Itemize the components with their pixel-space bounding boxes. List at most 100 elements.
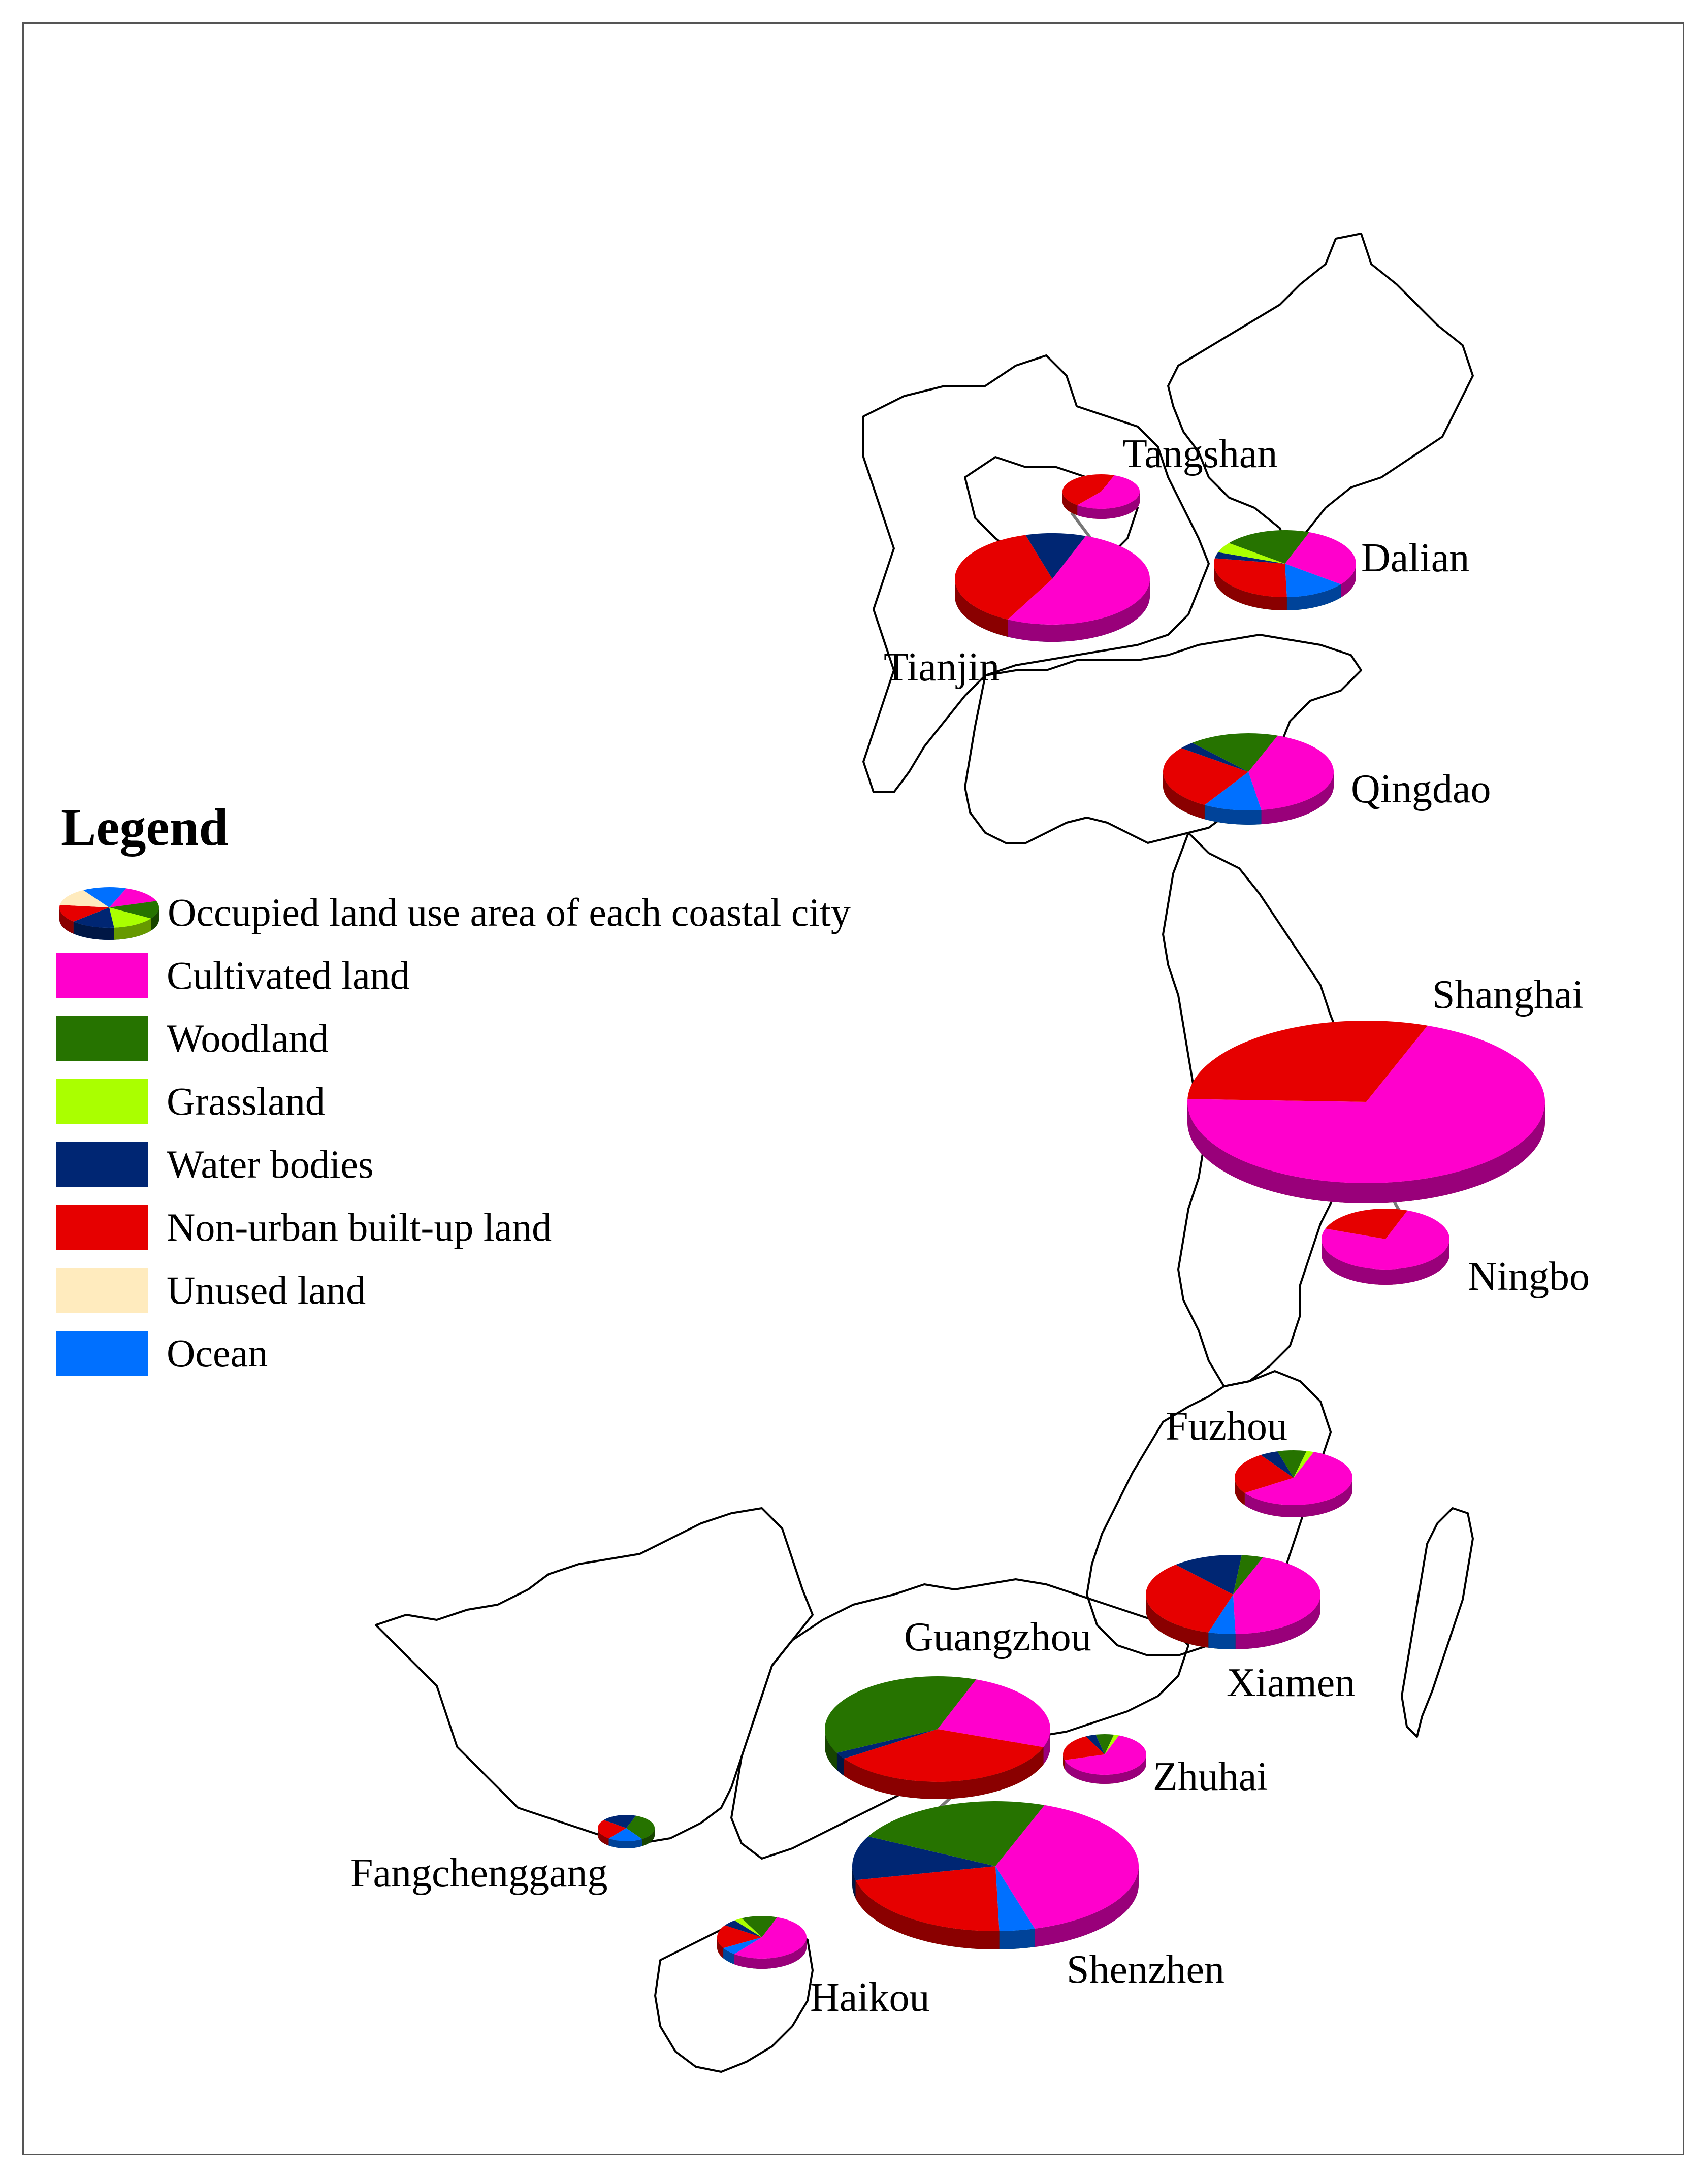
zhuhai-slice-grassland <box>1105 1735 1119 1754</box>
fangchenggang-slice-woodland <box>626 1815 655 1839</box>
dalian-side-2 <box>1214 564 1287 610</box>
legend-pie-slice-non-urban-built-up-land <box>59 904 109 922</box>
legend-pie-slice-ocean <box>83 887 126 907</box>
legend-pie-side-3 <box>73 921 114 940</box>
xiamen-side-2 <box>1146 1595 1209 1648</box>
guangzhou-side-0 <box>1043 1729 1050 1765</box>
shenzhen-slice-ocean <box>995 1866 1035 1931</box>
shenzhen-side-3 <box>852 1866 856 1899</box>
legend-pie-side-4 <box>59 907 74 934</box>
legend-pie-side-2 <box>114 918 151 940</box>
guangzhou-side-3 <box>825 1729 837 1770</box>
legend-swatch-unused-land <box>56 1268 148 1313</box>
qingdao-slice-water-bodies <box>1181 742 1248 772</box>
pie-shanghai <box>1187 1021 1545 1203</box>
city-label-tangshan: Tangshan <box>1122 432 1277 476</box>
outline-fujian <box>1086 1370 1332 1656</box>
zhuhai-slice-cultivated-land <box>1065 1735 1146 1775</box>
shenzhen-slice-water-bodies <box>852 1836 995 1880</box>
city-labels: Tangshan Dalian Tianjin Qingdao Shanghai Ning… <box>350 432 1590 2020</box>
zhuhai-side-0 <box>1065 1754 1146 1784</box>
shenzhen-slice-non-urban-built-up-land <box>855 1866 1000 1931</box>
pie-shenzhen <box>852 1801 1139 1949</box>
legend-pie-icon <box>59 887 159 940</box>
legend-label-ocean: Ocean <box>167 1331 268 1375</box>
legend-label-non-urban-built-up-land: Non-urban built-up land <box>167 1205 552 1249</box>
dalian-slice-ocean <box>1285 564 1341 597</box>
fangchenggang-side-1 <box>608 1838 642 1848</box>
city-label-fangchenggang: Fangchenggang <box>350 1851 608 1896</box>
haikou-slice-water-bodies <box>725 1920 762 1937</box>
pie-haikou <box>717 1916 807 1969</box>
tangshan-side-0 <box>1077 492 1140 519</box>
legend-label-cultivated-land: Cultivated land <box>167 953 410 997</box>
legend-pie-slice-cultivated-land <box>109 888 156 907</box>
legend-pie-slice-unused-land <box>59 890 109 907</box>
qingdao-slice-cultivated-land <box>1248 735 1334 810</box>
legend-item-woodland: Woodland <box>56 1007 970 1070</box>
haikou-slice-grassland <box>734 1918 762 1937</box>
legend-swatch-water-bodies <box>56 1142 148 1187</box>
fangchenggang-side-0 <box>642 1828 655 1846</box>
dalian-slice-water-bodies <box>1214 552 1285 564</box>
zhuhai-side-1 <box>1063 1754 1065 1769</box>
legend-swatch-non-urban-built-up-land <box>56 1205 148 1250</box>
haikou-slice-non-urban-built-up-land <box>717 1925 762 1948</box>
dalian-slice-cultivated-land <box>1285 532 1356 584</box>
legend-label-grassland: Grassland <box>167 1079 325 1123</box>
shenzhen-side-1 <box>999 1929 1035 1949</box>
legend-swatch-woodland <box>56 1016 148 1061</box>
outline-jiangsu-zhejiang <box>1162 832 1342 1387</box>
pie-fangchenggang <box>597 1815 655 1848</box>
haikou-side-0 <box>734 1937 807 1969</box>
legend-item-ocean: Ocean <box>56 1322 970 1385</box>
tangshan-slice-cultivated-land <box>1077 475 1140 509</box>
dalian-side-1 <box>1286 584 1341 610</box>
haikou-slice-cultivated-land <box>734 1917 807 1959</box>
qingdao-slice-ocean <box>1204 772 1262 811</box>
xiamen-slice-water-bodies <box>1175 1555 1242 1595</box>
legend-swatch-grassland <box>56 1079 148 1124</box>
qingdao-side-0 <box>1261 772 1334 825</box>
city-pie-charts <box>597 474 1545 1969</box>
xiamen-slice-non-urban-built-up-land <box>1146 1565 1233 1633</box>
fuzhou-side-0 <box>1244 1478 1352 1517</box>
xiamen-slice-woodland <box>1233 1555 1263 1595</box>
city-label-qingdao: Qingdao <box>1351 767 1491 811</box>
legend-item-unused-land: Unused land <box>56 1259 970 1322</box>
city-label-shenzhen: Shenzhen <box>1067 1947 1224 1992</box>
fuzhou-slice-cultivated-land <box>1244 1452 1352 1505</box>
fangchenggang-slice-ocean <box>608 1828 642 1842</box>
shenzhen-slice-woodland <box>868 1801 1045 1866</box>
haikou-slice-ocean <box>723 1937 762 1955</box>
fangchenggang-slice-water-bodies <box>603 1815 636 1828</box>
xiamen-slice-cultivated-land <box>1233 1557 1320 1634</box>
shanghai-side-0 <box>1187 1102 1545 1203</box>
dalian-slice-grassland <box>1218 543 1285 564</box>
zhuhai-slice-woodland <box>1095 1734 1114 1754</box>
qingdao-side-1 <box>1204 805 1262 825</box>
city-label-zhuhai: Zhuhai <box>1153 1754 1268 1799</box>
tianjin-side-1 <box>955 579 1008 637</box>
ningbo-slice-cultivated-land <box>1322 1210 1449 1270</box>
city-label-fuzhou: Fuzhou <box>1166 1404 1287 1449</box>
pie-tangshan <box>1062 474 1140 519</box>
xiamen-side-1 <box>1208 1632 1236 1650</box>
city-label-guangzhou: Guangzhou <box>904 1615 1091 1660</box>
legend-swatch-cultivated-land <box>56 953 148 998</box>
tianjin-slice-water-bodies <box>1025 533 1086 579</box>
dalian-slice-woodland <box>1229 530 1310 564</box>
guangzhou-slice-water-bodies <box>836 1729 938 1759</box>
pie-zhuhai <box>1063 1734 1146 1784</box>
fangchenggang-slice-non-urban-built-up-land <box>597 1819 626 1839</box>
legend-swatch-ocean <box>56 1331 148 1376</box>
outline-guangxi <box>375 1507 814 1844</box>
city-label-haikou: Haikou <box>810 1975 930 2020</box>
city-label-shanghai: Shanghai <box>1432 972 1584 1017</box>
pie-dalian <box>1214 530 1356 610</box>
legend-item-grassland: Grassland <box>56 1070 970 1133</box>
city-label-tianjin: Tianjin <box>884 645 1000 690</box>
pie-qingdao <box>1163 733 1334 825</box>
shenzhen-side-0 <box>1035 1866 1139 1947</box>
fuzhou-slice-non-urban-built-up-land <box>1235 1455 1294 1493</box>
